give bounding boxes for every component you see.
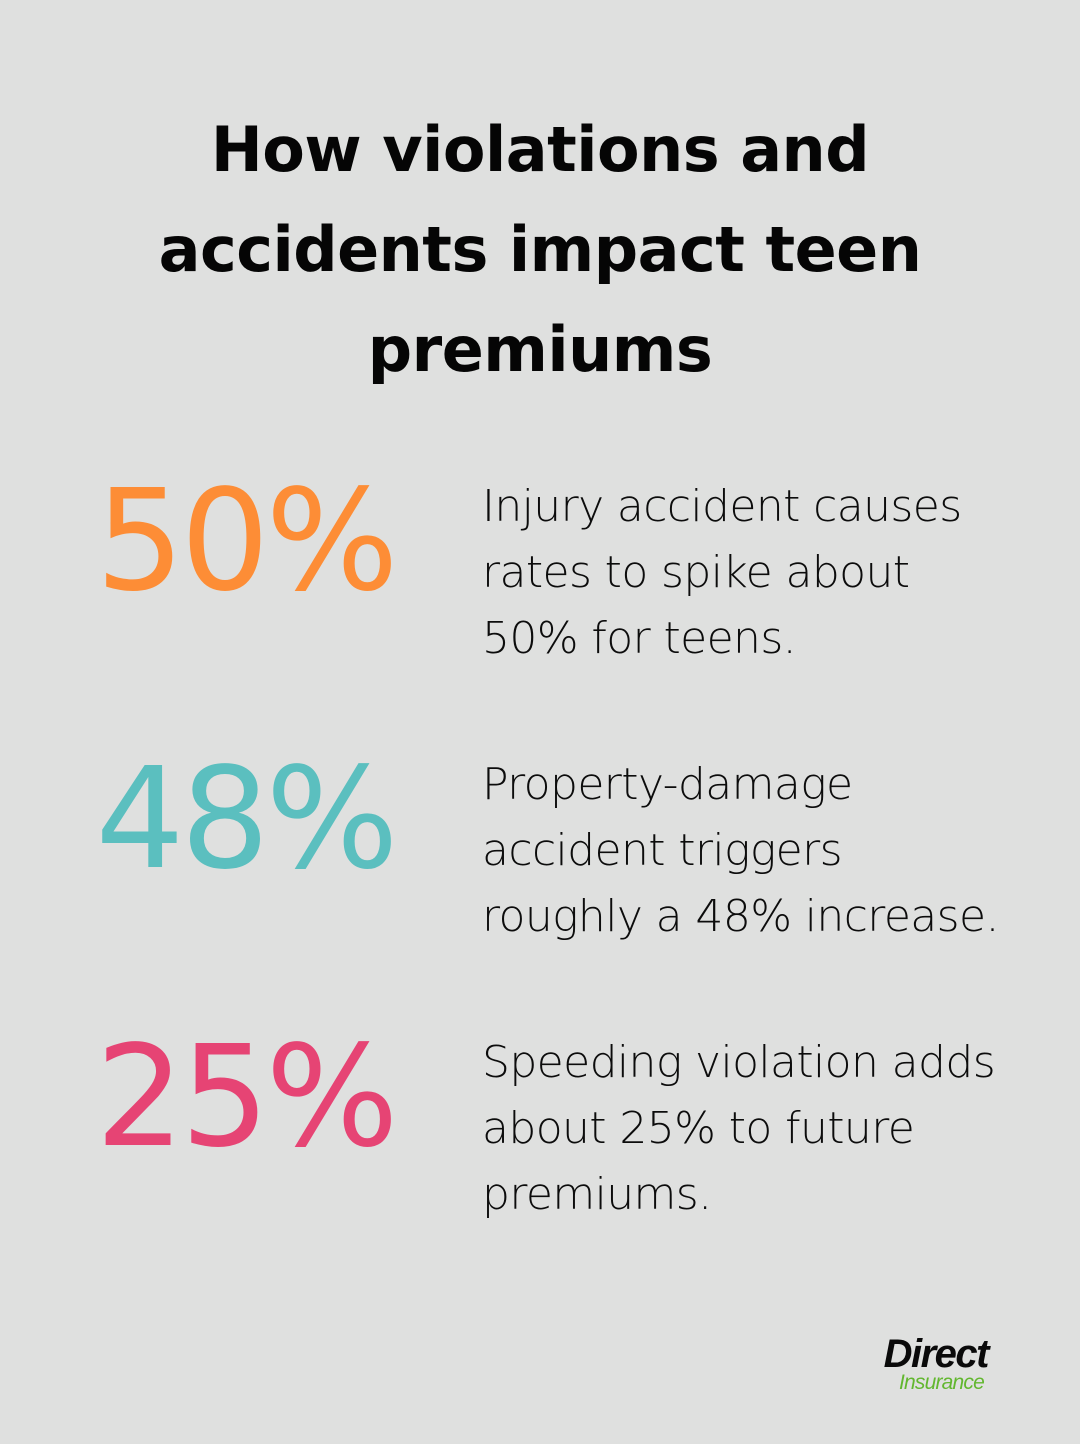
stat-description-line: rates to spike about <box>482 547 910 598</box>
title-line-2: accidents impact teen <box>158 213 922 286</box>
stat-description-line: Property-damage <box>482 759 853 810</box>
stat-description: Injury accident causes rates to spike ab… <box>482 474 1042 672</box>
title-line-1: How violations and <box>210 113 870 186</box>
stat-description-line: accident triggers <box>482 825 843 876</box>
title-line-3: premiums <box>367 313 713 386</box>
page-title: How violations and accidents impact teen… <box>90 100 990 400</box>
stat-description-line: Injury accident causes <box>482 481 962 532</box>
stat-value: 25% <box>95 1016 398 1179</box>
stat-value: 48% <box>95 738 398 901</box>
logo-wordmark-direct: Direct <box>883 1332 990 1376</box>
stat-description-line: 50% for teens. <box>482 613 797 664</box>
stat-value: 50% <box>95 460 398 623</box>
logo-wordmark-insurance: Insurance <box>898 1371 985 1394</box>
stat-description-line: roughly a 48% increase. <box>482 891 999 942</box>
stat-injury-accident: 50% Injury accident causes rates to spik… <box>0 460 1080 665</box>
stat-description: Property-damage accident triggers roughl… <box>482 752 1042 950</box>
stat-description-line: Speeding violation adds <box>482 1037 996 1088</box>
stat-speeding-violation: 25% Speeding violation adds about 25% to… <box>0 1016 1080 1221</box>
stat-description-line: about 25% to future <box>482 1103 915 1154</box>
brand-logo: Direct Insurance <box>880 1332 1040 1402</box>
stat-description: Speeding violation adds about 25% to fut… <box>482 1030 1042 1228</box>
stat-property-damage: 48% Property-damage accident triggers ro… <box>0 738 1080 943</box>
stat-description-line: premiums. <box>482 1169 712 1220</box>
